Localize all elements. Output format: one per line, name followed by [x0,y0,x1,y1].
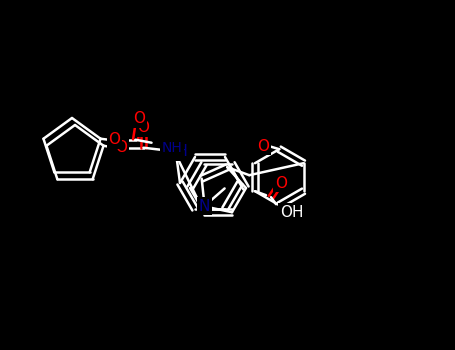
Text: O: O [109,132,121,147]
Text: O: O [137,120,150,135]
Text: O: O [275,176,287,191]
Text: NH: NH [166,144,188,159]
Text: O: O [116,140,127,155]
Text: N: N [199,199,210,214]
Text: O: O [133,111,146,126]
Text: NH: NH [162,141,182,155]
Text: O: O [257,139,269,154]
Text: OH: OH [280,205,303,220]
